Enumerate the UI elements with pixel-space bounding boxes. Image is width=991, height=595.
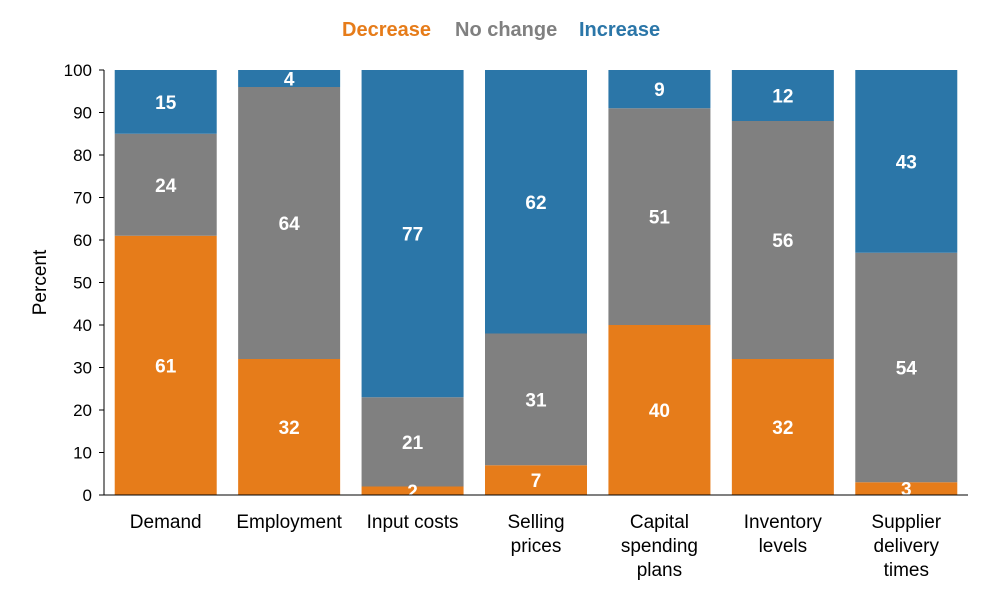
x-tick-label: Supplier	[871, 512, 941, 533]
y-tick-label: 60	[73, 231, 92, 250]
bar-segment-decrease	[731, 359, 834, 495]
y-tick-label: 0	[83, 486, 92, 505]
data-label: 54	[896, 359, 918, 380]
data-label: 15	[155, 93, 177, 114]
bar-segment-decrease	[608, 325, 711, 495]
y-tick-label: 40	[73, 316, 92, 335]
bar-segment-increase	[114, 70, 217, 134]
bar-segment-increase	[855, 70, 958, 253]
y-tick-label: 50	[73, 274, 92, 293]
data-label: 21	[402, 433, 424, 454]
x-tick-label: Employment	[236, 512, 342, 533]
bar-segment-increase	[361, 70, 464, 398]
x-tick-label: Input costs	[367, 512, 459, 533]
y-tick-label: 30	[73, 359, 92, 378]
bars	[114, 70, 958, 495]
bar-segment-no-change	[731, 121, 834, 359]
data-label: 56	[772, 231, 793, 252]
data-label: 61	[155, 356, 177, 377]
y-tick-label: 100	[64, 61, 92, 80]
bar-segment-no-change	[238, 87, 341, 359]
bar-segment-decrease	[485, 465, 587, 495]
data-label: 64	[279, 214, 301, 235]
y-tick-label: 20	[73, 401, 92, 420]
y-tick-label: 90	[73, 104, 92, 123]
bar-segment-decrease	[114, 235, 217, 495]
bar-segment-no-change	[485, 333, 587, 466]
data-label: 7	[531, 471, 542, 492]
y-tick-label: 70	[73, 189, 92, 208]
legend-item-increase: Increase	[579, 19, 660, 41]
bar-segment-increase	[608, 70, 711, 109]
data-label: 31	[525, 390, 547, 411]
legend-item-decrease: Decrease	[342, 19, 431, 41]
y-axis-title: Percent	[30, 249, 51, 315]
x-tick-label: spending	[621, 536, 698, 557]
bar-segment-decrease	[361, 486, 464, 495]
bar-segment-no-change	[114, 133, 217, 236]
legend: Decrease No change Increase	[342, 19, 660, 41]
x-tick-label: Demand	[130, 512, 202, 533]
x-tick-label: Inventory	[744, 512, 823, 533]
x-tick-label: Capital	[630, 512, 689, 533]
legend-item-no-change: No change	[455, 19, 557, 41]
data-label: 32	[772, 418, 793, 439]
x-tick-label: times	[884, 560, 929, 581]
bar-segment-decrease	[238, 359, 341, 495]
data-label: 77	[402, 225, 423, 246]
data-label: 32	[279, 418, 300, 439]
data-label: 40	[649, 401, 670, 422]
bar-segment-increase	[238, 70, 341, 87]
bar-segment-increase	[731, 70, 834, 121]
bar-segment-decrease	[855, 482, 958, 495]
data-label: 4	[284, 70, 295, 91]
axes: Demand Employment Input costs Selling prices…	[30, 61, 968, 581]
data-label: 12	[772, 87, 793, 108]
x-tick-label: plans	[637, 560, 682, 581]
x-tick-label: prices	[511, 536, 562, 557]
bar-segment-no-change	[608, 108, 711, 325]
y-tick-label: 80	[73, 146, 92, 165]
x-tick-label: Selling	[507, 512, 564, 533]
bar-segment-increase	[485, 70, 587, 334]
data-label: 51	[649, 208, 671, 229]
bar-segment-no-change	[361, 397, 464, 487]
data-label: 3	[901, 480, 912, 501]
data-label: 62	[525, 193, 546, 214]
x-tick-label: delivery	[874, 536, 940, 557]
data-label: 9	[654, 80, 665, 101]
data-label: 43	[896, 152, 917, 173]
data-label: 2	[407, 482, 418, 503]
y-tick-label: 10	[73, 444, 92, 463]
x-tick-label: levels	[759, 536, 808, 557]
bar-segment-no-change	[855, 252, 958, 483]
data-label: 24	[155, 176, 177, 197]
